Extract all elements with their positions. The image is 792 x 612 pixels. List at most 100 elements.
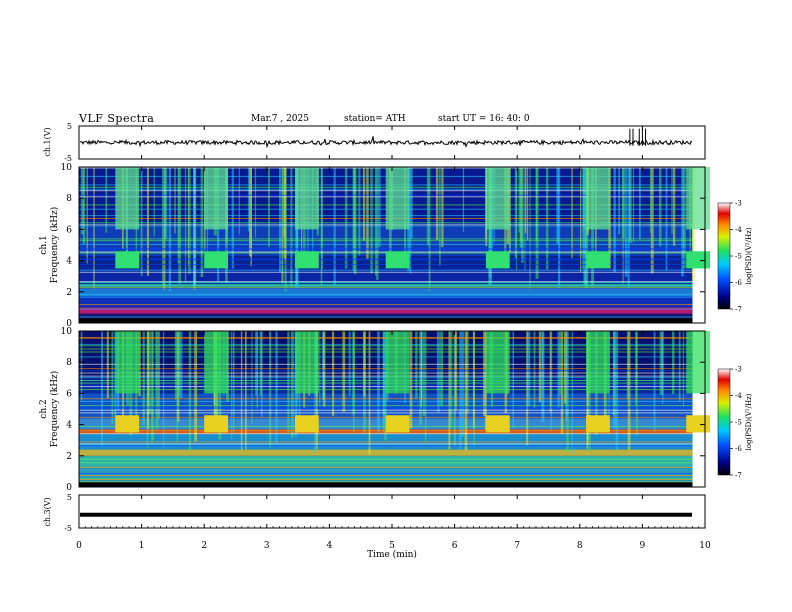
sferic-streak — [415, 331, 418, 400]
burst-haze-0 — [115, 167, 140, 230]
sferic-streak — [621, 167, 625, 239]
ch1-ylabel-channel: ch.1 — [39, 235, 49, 254]
burst-haze-6 — [686, 331, 711, 394]
sferic-streak — [638, 167, 641, 240]
colorbar-tick-label: -3 — [735, 366, 742, 374]
sferic-streak — [449, 331, 453, 428]
sferic-streak — [441, 167, 444, 247]
sferic-streak — [200, 167, 204, 277]
tone-line — [79, 287, 693, 289]
sferic-streak — [615, 331, 619, 451]
low-band — [79, 482, 693, 487]
x-tick-label: 9 — [640, 541, 646, 551]
x-tick-label: 3 — [264, 541, 270, 551]
sferic-streak — [627, 331, 631, 450]
spectral-band-5 — [79, 266, 693, 284]
ch3-ytick-5: 5 — [67, 493, 72, 502]
sferic-streak — [238, 167, 240, 235]
sferic-streak — [659, 331, 663, 395]
tone-line — [79, 478, 693, 480]
sferic-streak — [422, 331, 425, 417]
sferic-streak — [624, 167, 628, 277]
burst-haze-2 — [294, 167, 319, 230]
tone-line — [79, 243, 693, 245]
sferic-streak — [420, 331, 422, 408]
burst-block-6 — [686, 251, 711, 269]
tone-line — [79, 445, 693, 447]
spectral-band-3 — [79, 288, 693, 299]
burst-block-3 — [385, 415, 410, 433]
burst-block-1 — [204, 251, 228, 269]
sferic-streak — [250, 167, 252, 267]
sferic-streak — [659, 167, 662, 247]
tone-line — [79, 443, 693, 445]
sferic-streak — [249, 167, 252, 257]
sferic-streak — [333, 167, 336, 287]
colorbar-tick-label: -4 — [735, 226, 742, 234]
sferic-streak — [533, 331, 536, 409]
sferic-streak — [526, 167, 529, 241]
y-tick-label: 2 — [66, 452, 72, 462]
tone-line — [79, 238, 693, 240]
sferic-streak — [232, 331, 235, 433]
sferic-streak — [231, 331, 233, 440]
spectral-band-2 — [79, 298, 693, 308]
tone-line — [79, 308, 693, 310]
sferic-streak — [255, 331, 258, 396]
ch2-colorbar-label: log(PSD)(V²/Hz) — [745, 393, 753, 450]
sferic-streak — [177, 331, 181, 396]
ch1-ytick-neg5: -5 — [64, 154, 72, 163]
x-tick-label: 1 — [139, 541, 145, 551]
tone-line — [79, 412, 693, 414]
ch1-colorbar-label: log(PSD)(V²/Hz) — [745, 227, 753, 284]
sferic-streak — [342, 331, 346, 412]
colorbar-tick-label: -5 — [735, 253, 742, 261]
ch1-waveform-panel: 5 -5 ch.1(V) — [43, 122, 706, 163]
burst-block-4 — [485, 415, 510, 433]
sferic-streak — [188, 331, 192, 451]
tone-line — [79, 441, 693, 443]
sferic-streak — [138, 331, 141, 397]
tone-line — [79, 475, 693, 476]
sferic-streak — [512, 331, 514, 429]
spectral-band-3 — [79, 449, 693, 456]
sferic-streak — [571, 331, 573, 454]
x-tick-label: 6 — [452, 541, 458, 551]
date-label: Mar.7 , 2025 — [251, 114, 309, 124]
sferic-streak — [653, 331, 656, 432]
sferic-streak — [466, 331, 469, 413]
tone-line — [79, 271, 693, 273]
sferic-streak — [649, 167, 652, 233]
colorbar-tick-label: -7 — [735, 306, 742, 314]
sferic-streak — [82, 167, 86, 245]
sferic-streak — [363, 331, 366, 397]
sferic-streak — [462, 167, 465, 232]
ch1-ytick-5: 5 — [67, 122, 72, 131]
x-tick-label: 4 — [327, 541, 333, 551]
sferic-streak — [283, 167, 287, 261]
sferic-streak — [541, 331, 545, 423]
colorbar-tick-label: -3 — [735, 200, 742, 208]
tone-line — [79, 405, 693, 407]
burst-block-1 — [204, 415, 228, 433]
burst-block-2 — [294, 251, 319, 269]
burst-block-3 — [385, 251, 410, 269]
sferic-streak — [549, 331, 552, 412]
tone-line — [79, 282, 693, 284]
colorbar-tick-label: -6 — [735, 445, 742, 453]
ch1-ylabel-freq: Frequency (kHz) — [49, 207, 60, 284]
ch1-colorbar-scale — [717, 202, 731, 310]
burst-block-6 — [686, 415, 711, 433]
sferic-streak — [368, 331, 371, 455]
ch2-colorbar-scale — [717, 368, 731, 476]
sferic-streak — [464, 331, 468, 450]
x-tick-label: 5 — [389, 541, 395, 551]
sferic-streak — [164, 167, 166, 240]
ch2-spectrogram-panel: ch.2 Frequency (kHz) — [39, 330, 711, 488]
sferic-streak — [627, 167, 630, 290]
x-tick-label: 10 — [699, 541, 711, 551]
x-tick-label: 7 — [514, 541, 520, 551]
sferic-streak — [164, 167, 168, 239]
sferic-streak — [428, 167, 431, 291]
sferic-streak — [436, 331, 440, 413]
